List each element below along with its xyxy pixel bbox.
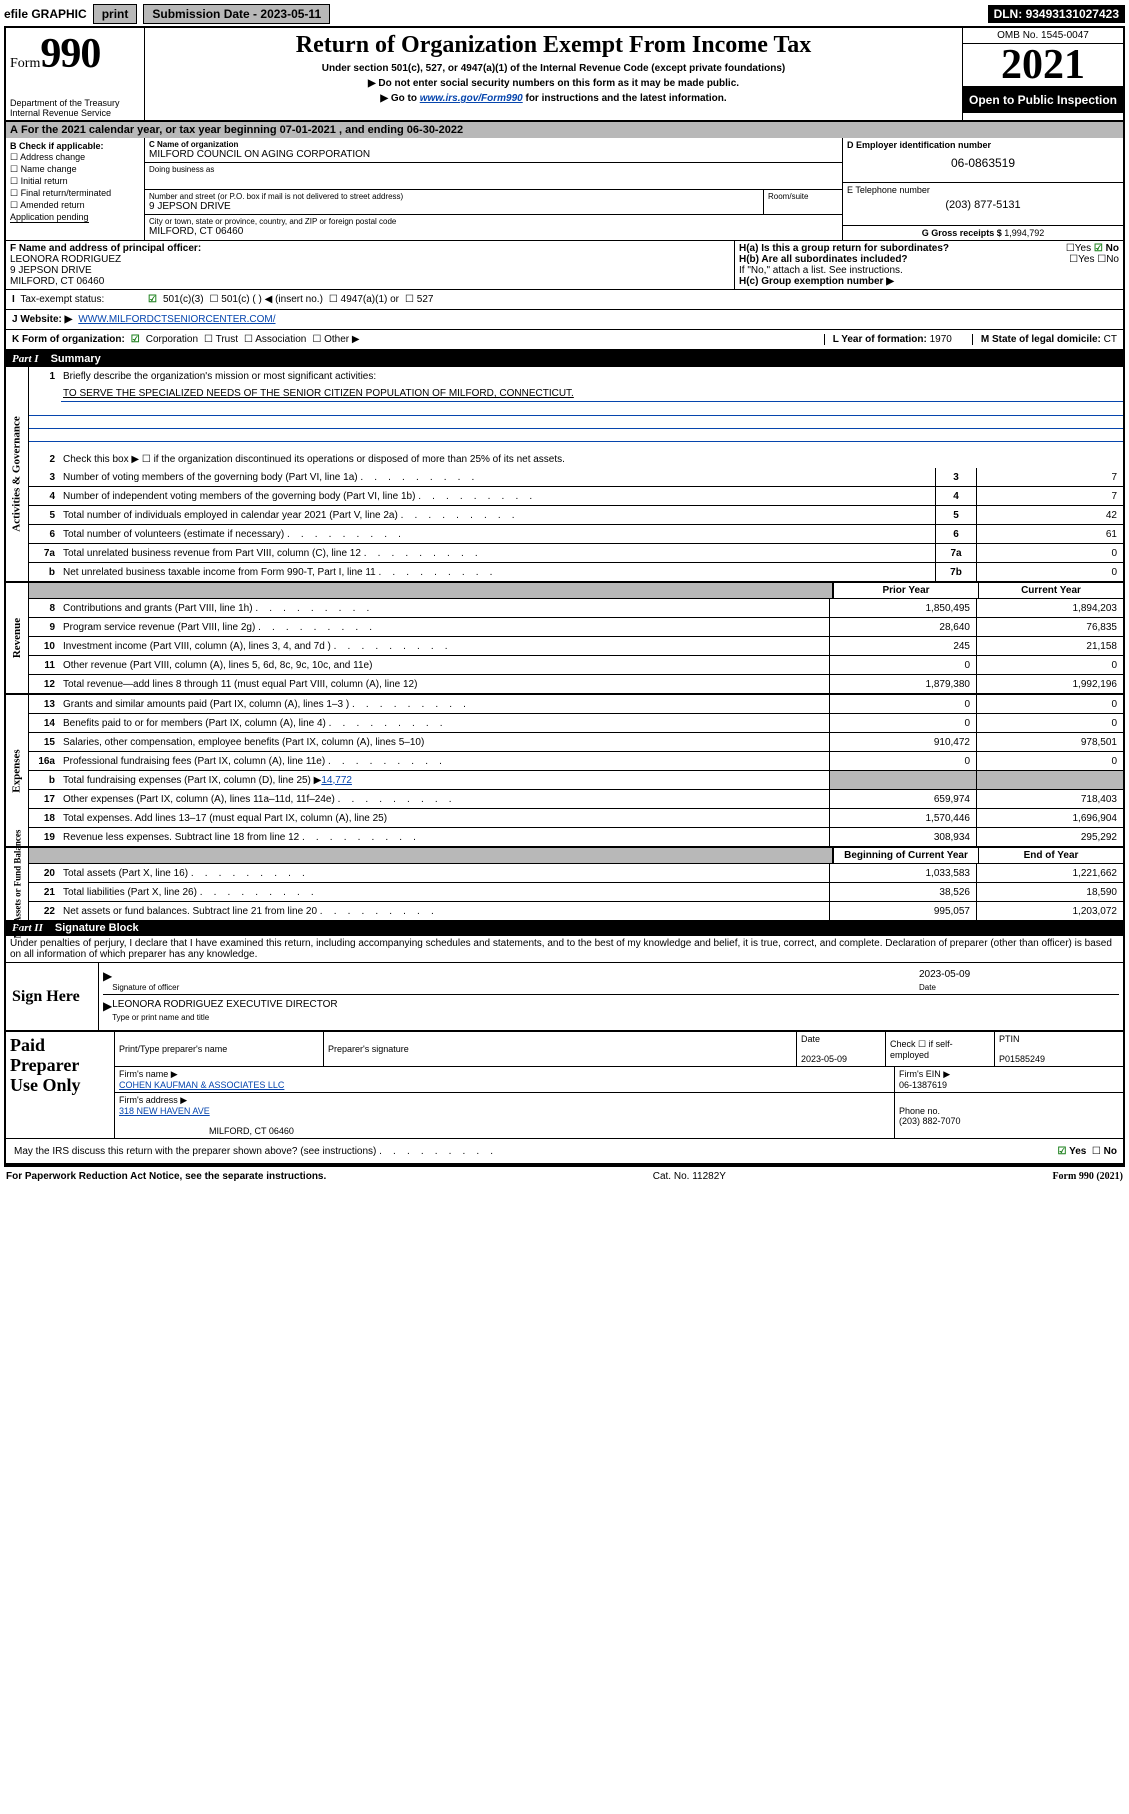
chk-pending[interactable]: Application pending <box>10 212 140 222</box>
section-de: D Employer identification number 06-0863… <box>843 138 1123 240</box>
top-bar: efile GRAPHIC print Submission Date - 20… <box>4 4 1125 24</box>
form-header: Form990 Department of the Treasury Inter… <box>6 28 1123 122</box>
rot-exp: Expenses <box>11 749 23 792</box>
mission: TO SERVE THE SPECIALIZED NEEDS OF THE SE… <box>61 386 1123 402</box>
tax-year: 2021 <box>963 44 1123 87</box>
part1-header: Part I Summary <box>6 351 1123 367</box>
city: MILFORD, CT 06460 <box>149 226 838 237</box>
submission-date-button[interactable]: Submission Date - 2023-05-11 <box>143 4 330 24</box>
form-title: Return of Organization Exempt From Incom… <box>151 32 956 59</box>
telephone: (203) 877-5131 <box>847 199 1119 211</box>
form-container: Form990 Department of the Treasury Inter… <box>4 26 1125 1167</box>
summary-rev: Revenue Prior YearCurrent Year 8Contribu… <box>6 583 1123 695</box>
org-info-row: B Check if applicable: Address change Na… <box>6 138 1123 241</box>
section-b: B Check if applicable: Address change Na… <box>6 138 145 240</box>
part2-header: Part II Signature Block <box>6 920 1123 936</box>
website-row: J Website: ▶ WWW.MILFORDCTSENIORCENTER.C… <box>6 310 1123 330</box>
dept-label: Department of the Treasury <box>10 98 140 108</box>
goto-link-line: ▶ Go to www.irs.gov/Form990 for instruct… <box>151 93 956 104</box>
dln-label: DLN: 93493131027423 <box>988 5 1125 23</box>
chk-initial[interactable]: Initial return <box>10 176 140 187</box>
subtitle-2: ▶ Do not enter social security numbers o… <box>151 78 956 89</box>
rot-rev: Revenue <box>11 618 23 658</box>
paid-label: Paid Preparer Use Only <box>6 1032 115 1138</box>
chk-final[interactable]: Final return/terminated <box>10 188 140 199</box>
ein: 06-0863519 <box>847 156 1119 170</box>
k-org-row: K Form of organization: Corporation ☐ Tr… <box>6 330 1123 351</box>
website-link[interactable]: WWW.MILFORDCTSENIORCENTER.COM/ <box>78 314 275 325</box>
header-left: Form990 Department of the Treasury Inter… <box>6 28 145 120</box>
chk-501c3[interactable] <box>148 294 157 305</box>
officer-name: LEONORA RODRIGUEZ <box>10 254 730 265</box>
summary-exp: Expenses 13Grants and similar amounts pa… <box>6 695 1123 848</box>
efile-label: efile GRAPHIC <box>4 7 87 21</box>
chk-name[interactable]: Name change <box>10 164 140 175</box>
tax-status-row: I Tax-exempt status: 501(c)(3) ☐ 501(c) … <box>6 290 1123 310</box>
header-mid: Return of Organization Exempt From Incom… <box>145 28 963 120</box>
subtitle-1: Under section 501(c), 527, or 4947(a)(1)… <box>151 63 956 74</box>
summary-net: Net Assets or Fund Balances Beginning of… <box>6 848 1123 920</box>
sign-here-section: Sign Here Signature of officer 2023-05-0… <box>6 962 1123 1030</box>
page-footer: For Paperwork Reduction Act Notice, see … <box>4 1167 1125 1186</box>
street: 9 JEPSON DRIVE <box>149 201 759 212</box>
chk-amended[interactable]: Amended return <box>10 200 140 211</box>
irs-link[interactable]: www.irs.gov/Form990 <box>420 93 523 104</box>
penalties-text: Under penalties of perjury, I declare th… <box>6 936 1123 962</box>
chk-corp[interactable] <box>131 334 140 345</box>
paid-preparer-section: Paid Preparer Use Only Print/Type prepar… <box>6 1030 1123 1138</box>
print-button[interactable]: print <box>93 4 138 24</box>
section-c: C Name of organization MILFORD COUNCIL O… <box>145 138 843 240</box>
org-name: MILFORD COUNCIL ON AGING CORPORATION <box>149 149 838 160</box>
rot-gov: Activities & Governance <box>11 416 23 531</box>
rot-net: Net Assets or Fund Balances <box>12 830 22 939</box>
chk-address[interactable]: Address change <box>10 152 140 163</box>
gross-receipts: 1,994,792 <box>1004 228 1044 238</box>
header-right: OMB No. 1545-0047 2021 Open to Public In… <box>963 28 1123 120</box>
irs-label: Internal Revenue Service <box>10 108 140 118</box>
fgh-row: F Name and address of principal officer:… <box>6 241 1123 290</box>
open-inspection: Open to Public Inspection <box>963 87 1123 113</box>
officer-signature-name: LEONORA RODRIGUEZ EXECUTIVE DIRECTOR <box>112 999 1119 1013</box>
sign-here-label: Sign Here <box>6 963 99 1030</box>
summary-gov: Activities & Governance 1Briefly describ… <box>6 367 1123 583</box>
may-discuss-row: May the IRS discuss this return with the… <box>6 1138 1123 1165</box>
firm-name[interactable]: COHEN KAUFMAN & ASSOCIATES LLC <box>119 1080 890 1090</box>
tax-year-line: A For the 2021 calendar year, or tax yea… <box>6 122 1123 138</box>
